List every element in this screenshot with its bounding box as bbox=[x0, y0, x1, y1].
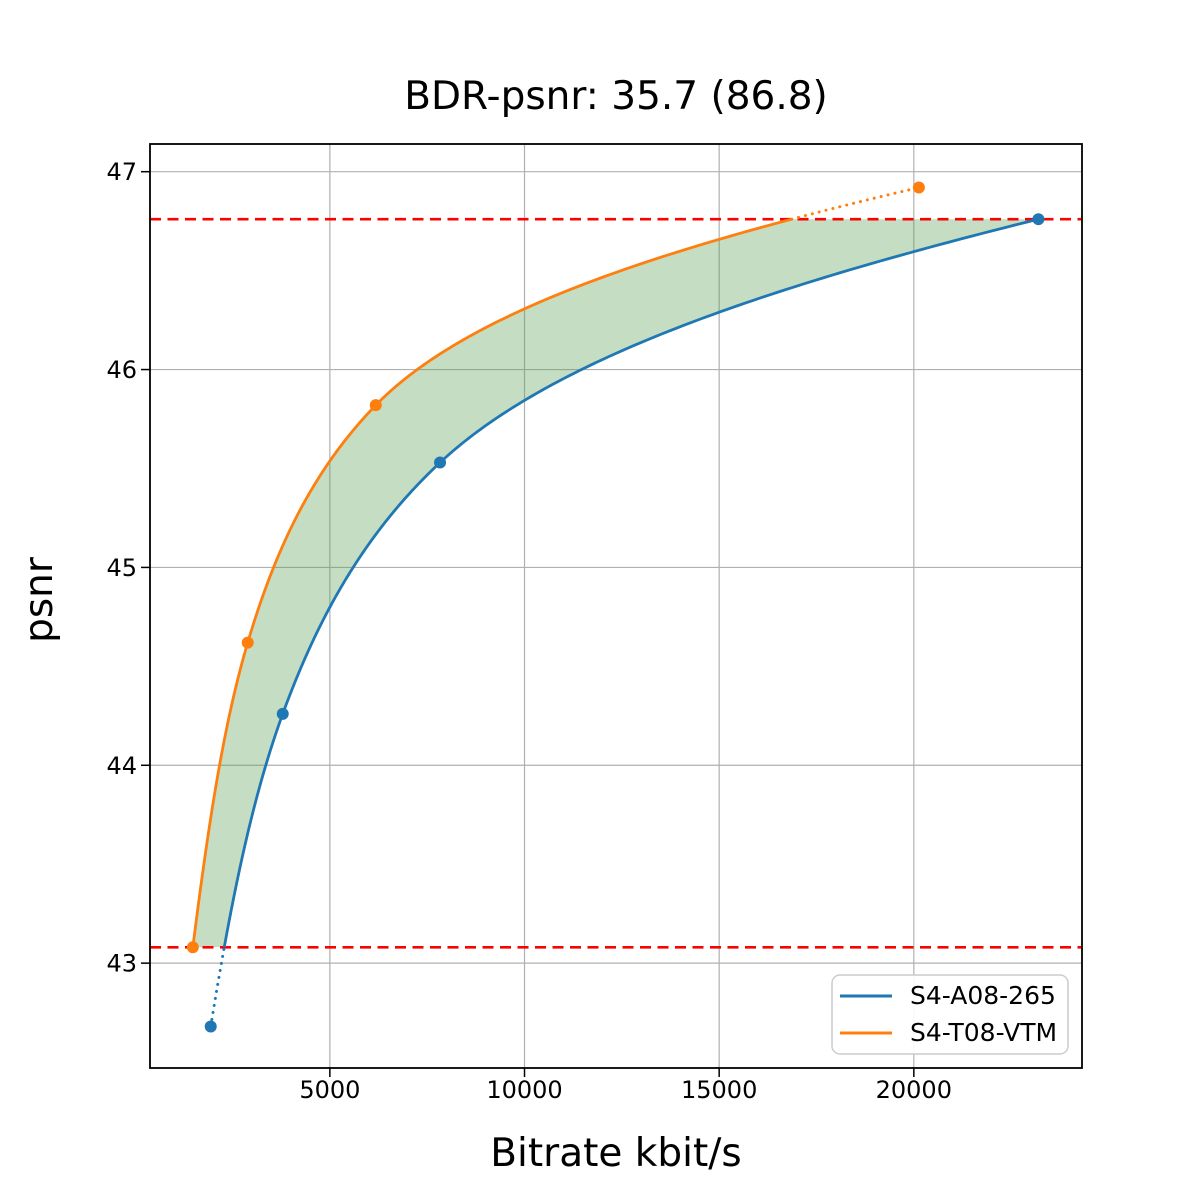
y-tick-label-45: 45 bbox=[106, 554, 137, 582]
x-tick-label-5000: 5000 bbox=[299, 1076, 360, 1104]
legend-label-1: S4-A08-265 bbox=[910, 981, 1056, 1010]
data-point-s4-a08-265-1940 bbox=[204, 1020, 217, 1033]
y-tick-label-47: 47 bbox=[106, 158, 137, 186]
plot-border bbox=[149, 143, 1083, 1069]
y-tick-label-43: 43 bbox=[106, 950, 137, 978]
y-tick-label-44: 44 bbox=[106, 752, 137, 780]
y-tick-label-46: 46 bbox=[106, 356, 137, 384]
x-tick-label-15000: 15000 bbox=[681, 1076, 757, 1104]
data-point-s4-a08-265-7830 bbox=[434, 456, 447, 469]
legend: S4-A08-265 S4-T08-VTM bbox=[831, 974, 1069, 1055]
data-point-s4-t08-vtm-6180 bbox=[369, 399, 382, 412]
legend-label-2: S4-T08-VTM bbox=[910, 1018, 1057, 1047]
data-point-s4-t08-vtm-2890 bbox=[241, 636, 254, 649]
y-axis-label: psnr bbox=[17, 556, 62, 643]
data-point-s4-t08-vtm-20130 bbox=[912, 181, 925, 194]
tick-label-layer: 5000 10000 15000 20000 43 44 45 46 47 bbox=[106, 158, 952, 1104]
data-point-s4-a08-265-3790 bbox=[276, 707, 289, 720]
bd-shaded-polygon bbox=[192, 219, 1039, 948]
curve-dotted-ext-s4-a08-265 bbox=[209, 945, 226, 1028]
x-axis-label: Bitrate kbit/s bbox=[490, 1131, 741, 1176]
data-point-s4-a08-265-23200 bbox=[1032, 213, 1045, 226]
curve-s4-t08-vtm bbox=[191, 217, 792, 948]
bd-shaded-area bbox=[192, 219, 1039, 948]
reference-lines-layer bbox=[150, 217, 1082, 949]
tick-layer bbox=[141, 170, 915, 1077]
x-tick-label-20000: 20000 bbox=[876, 1076, 952, 1104]
chart-title: BDR-psnr: 35.7 (86.8) bbox=[404, 74, 828, 119]
curve-dotted-ext-s4-t08-vtm bbox=[790, 186, 921, 221]
curves-layer bbox=[191, 186, 1039, 1028]
x-tick-label-10000: 10000 bbox=[486, 1076, 562, 1104]
curve-s4-a08-265 bbox=[222, 217, 1039, 948]
markers-layer bbox=[186, 181, 1045, 1033]
grid-layer bbox=[150, 144, 1082, 1068]
data-point-s4-t08-vtm-1480 bbox=[186, 941, 199, 954]
